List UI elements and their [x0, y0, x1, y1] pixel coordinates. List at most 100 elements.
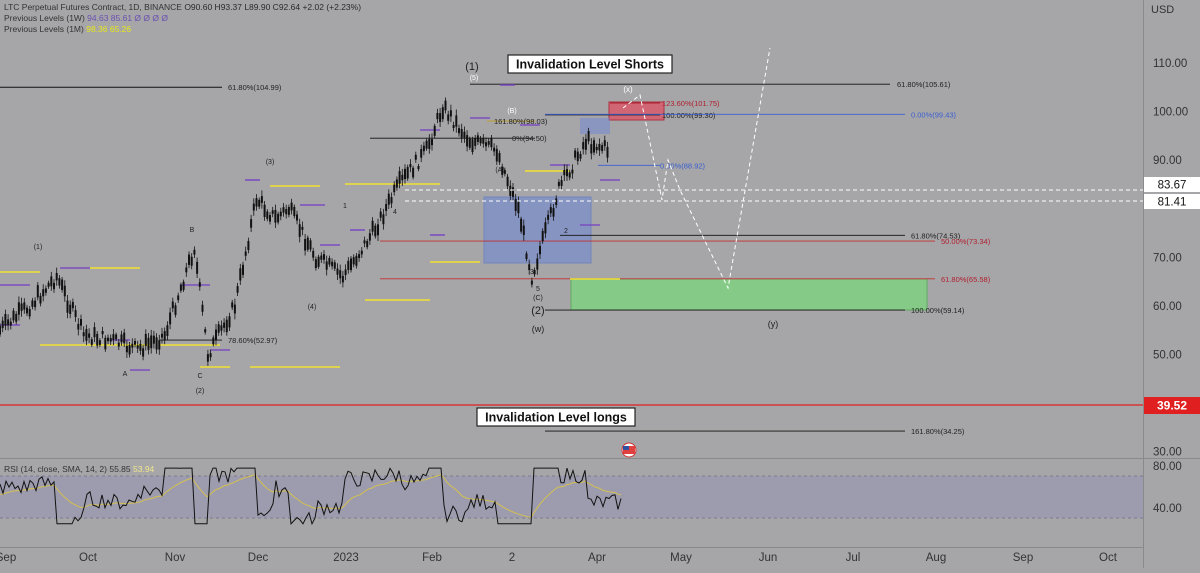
projection-path — [622, 47, 771, 290]
us-flag-icon[interactable] — [621, 442, 637, 458]
candle-body — [466, 135, 469, 147]
red-zone — [608, 101, 665, 121]
candle-body — [552, 208, 555, 217]
fib-label: 161.80%(98.03) — [494, 117, 548, 126]
candle-body — [179, 284, 182, 291]
candle-body — [439, 113, 442, 122]
candle-body — [82, 332, 85, 337]
candle-body — [190, 256, 193, 266]
ohlc-values: O90.60 H93.37 L89.90 C92.64 +2.02 (+2.23… — [184, 2, 362, 12]
candle-body — [366, 241, 369, 248]
candle-body — [209, 353, 212, 358]
prev-levels-1m-label[interactable]: Previous Levels (1M) — [4, 24, 84, 34]
candle-body — [296, 214, 298, 221]
candle-body — [428, 138, 431, 150]
wave-label: (A) — [495, 167, 504, 174]
candle-body — [503, 170, 506, 174]
prev-levels-1w-label[interactable]: Previous Levels (1W) — [4, 13, 85, 23]
candle-body — [239, 268, 242, 281]
candle-body — [590, 144, 593, 154]
candle-body — [528, 264, 531, 271]
candle-body — [501, 166, 504, 175]
fib-label: 100.00%(59.14) — [911, 306, 965, 315]
time-label: Apr — [588, 552, 606, 564]
candle-body — [36, 285, 39, 298]
fib-label: 78.60%(52.97) — [228, 336, 278, 345]
candle-body — [512, 187, 514, 197]
price-tick: 90.00 — [1153, 155, 1182, 167]
candles — [0, 97, 609, 366]
rsi-legend-label[interactable]: RSI (14, close, SMA, 14, 2) — [4, 464, 107, 474]
candle-body — [379, 211, 382, 218]
time-label: Sep — [1013, 552, 1033, 564]
candle-body — [374, 225, 377, 237]
candle-body — [244, 251, 247, 256]
candle-body — [320, 255, 323, 260]
candle-body — [431, 139, 433, 146]
fib-label: 0%(94.50) — [512, 134, 547, 143]
longs-annotation[interactable]: Invalidation Level longs — [476, 407, 636, 427]
candle-body — [593, 140, 595, 153]
candle-body — [582, 142, 585, 150]
rsi-axis[interactable]: 80.00 40.00 — [1153, 461, 1182, 515]
time-label: 2 — [509, 552, 515, 564]
candle-body — [112, 334, 115, 341]
price-marker-39-text: 39.52 — [1157, 399, 1187, 413]
candle-body — [544, 222, 547, 234]
candle-body — [390, 197, 393, 204]
candle-body — [298, 224, 301, 237]
candle-body — [525, 253, 528, 260]
candle-body — [80, 319, 82, 326]
candle-body — [23, 302, 26, 310]
candle-body — [436, 112, 439, 120]
candle-body — [174, 305, 177, 315]
candle-body — [333, 262, 336, 269]
candle-body — [147, 337, 150, 350]
wave-label: (B) — [507, 108, 516, 115]
symbol-title[interactable]: LTC Perpetual Futures Contract, 1D, BINA… — [4, 2, 182, 12]
candle-body — [193, 249, 196, 255]
candle-body — [231, 302, 234, 308]
candle-body — [204, 329, 207, 333]
wave-label: (4) — [308, 304, 317, 311]
candle-body — [90, 339, 93, 345]
price-marker-81: 81.41 — [1144, 194, 1200, 209]
candle-body — [125, 345, 128, 353]
candle-body — [128, 345, 131, 355]
candle-body — [58, 278, 61, 286]
candle-body — [406, 167, 409, 179]
candle-body — [312, 250, 315, 258]
wave-label: 4 — [393, 209, 397, 216]
candle-body — [252, 203, 255, 211]
candle-body — [571, 169, 574, 174]
blue-zone-small — [580, 118, 610, 134]
candle-body — [144, 333, 147, 346]
time-axis[interactable]: Sep Oct Nov Dec 2023 Feb 2 Apr May Jun Jul Aug Sep Oc… — [0, 552, 1118, 564]
candle-body — [236, 286, 239, 293]
candle-body — [155, 337, 158, 350]
candle-body — [293, 206, 296, 217]
candle-body — [142, 348, 145, 357]
candle-body — [344, 269, 347, 276]
candle-body — [455, 115, 458, 127]
price-tick: 110.00 — [1153, 58, 1187, 70]
shorts-annotation[interactable]: Invalidation Level Shorts — [507, 54, 673, 74]
candle-body — [601, 145, 604, 152]
candle-body — [463, 131, 466, 138]
candle-body — [279, 211, 282, 217]
candle-body — [336, 268, 339, 275]
candle-body — [460, 129, 463, 138]
candle-body — [458, 128, 460, 134]
time-label: Jun — [759, 552, 778, 564]
candle-body — [206, 354, 209, 362]
price-axis[interactable]: USD 110.00 100.00 90.00 70.00 60.00 50.00 30.0… — [1151, 4, 1188, 459]
wave-label: (1) — [34, 244, 43, 251]
blue-zone — [483, 196, 592, 264]
candle-body — [509, 185, 512, 196]
candle-body — [387, 193, 390, 205]
candle-body — [152, 335, 155, 344]
candle-body — [325, 261, 328, 270]
candle-body — [55, 272, 58, 281]
candle-body — [136, 345, 139, 349]
